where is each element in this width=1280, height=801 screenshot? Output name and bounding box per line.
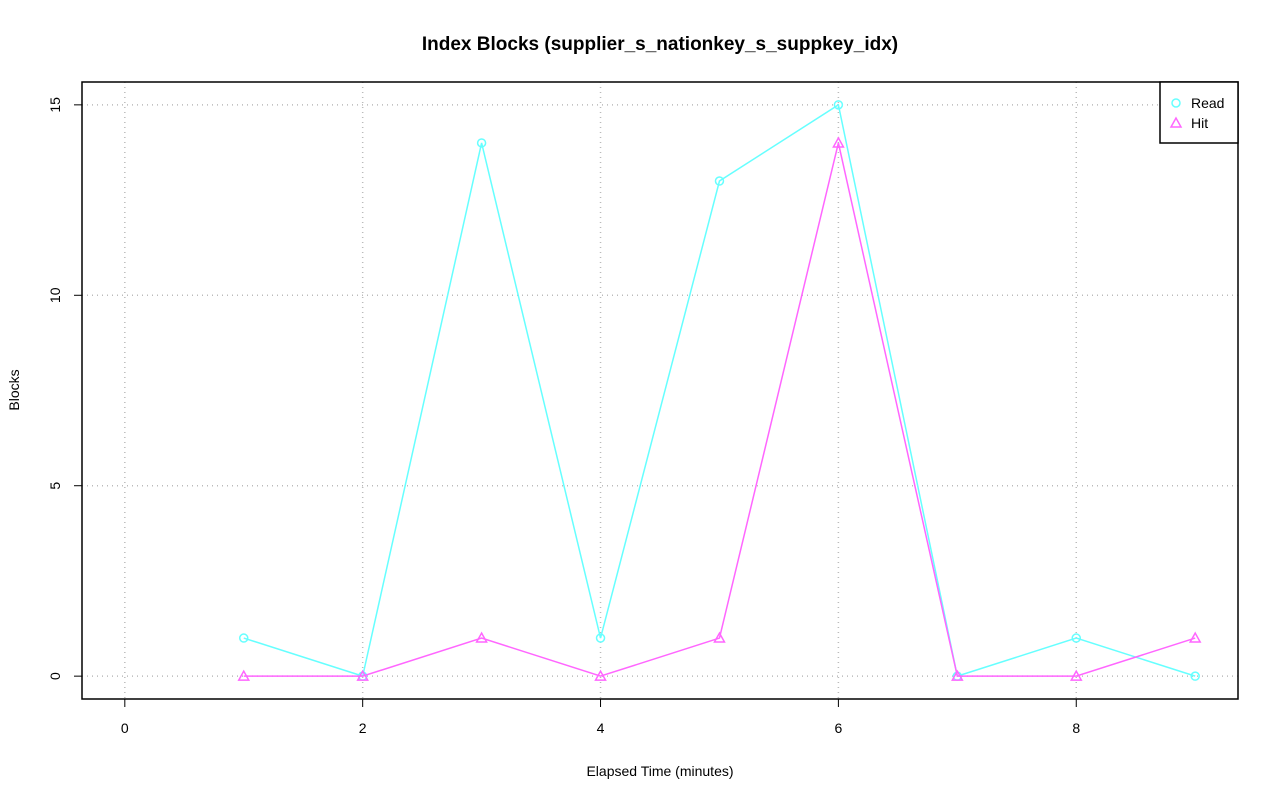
legend-marker-hit (1169, 116, 1183, 128)
data-point-hit (951, 669, 964, 681)
y-tick-label: 0 (47, 672, 63, 680)
x-tick-label: 6 (834, 720, 842, 736)
data-point-read (1190, 671, 1200, 681)
data-point-read (1071, 633, 1082, 643)
y-tick-label: 15 (47, 97, 63, 113)
y-tick-label: 10 (47, 287, 63, 303)
y-tick-label: 5 (47, 482, 63, 490)
legend: Read Hit (1159, 81, 1239, 144)
series-line-hit (243, 142, 1196, 677)
series-line-read (243, 103, 1196, 678)
data-point-read (833, 100, 844, 110)
data-point-hit (237, 669, 251, 681)
x-tick-label: 4 (597, 720, 605, 736)
axes: 0 2 4 6 8 0 5 10 15 (47, 97, 1080, 736)
data-point-read (595, 633, 606, 643)
data-point-hit (356, 669, 369, 681)
series-layer (237, 100, 1202, 681)
data-point-hit (594, 669, 607, 681)
chart-title: Index Blocks (supplier_s_nationkey_s_sup… (422, 34, 898, 55)
data-point-read (714, 176, 725, 186)
data-point-read (476, 138, 487, 148)
data-point-hit (832, 136, 845, 148)
x-tick-label: 2 (359, 720, 367, 736)
data-point-hit (713, 631, 726, 643)
data-point-hit (1188, 631, 1202, 643)
legend-label-hit: Hit (1191, 115, 1208, 131)
data-point-read (238, 633, 249, 643)
legend-label-read: Read (1191, 95, 1224, 111)
x-axis-label: Elapsed Time (minutes) (586, 763, 733, 779)
y-axis-label: Blocks (6, 369, 22, 410)
x-tick-label: 8 (1072, 720, 1080, 736)
plot-frame (81, 81, 1239, 700)
legend-marker-read (1171, 98, 1181, 108)
x-tick-label: 0 (121, 720, 129, 736)
legend-box (1159, 81, 1239, 144)
data-point-hit (475, 631, 488, 643)
data-point-hit (1069, 669, 1083, 681)
grid (82, 82, 1238, 699)
